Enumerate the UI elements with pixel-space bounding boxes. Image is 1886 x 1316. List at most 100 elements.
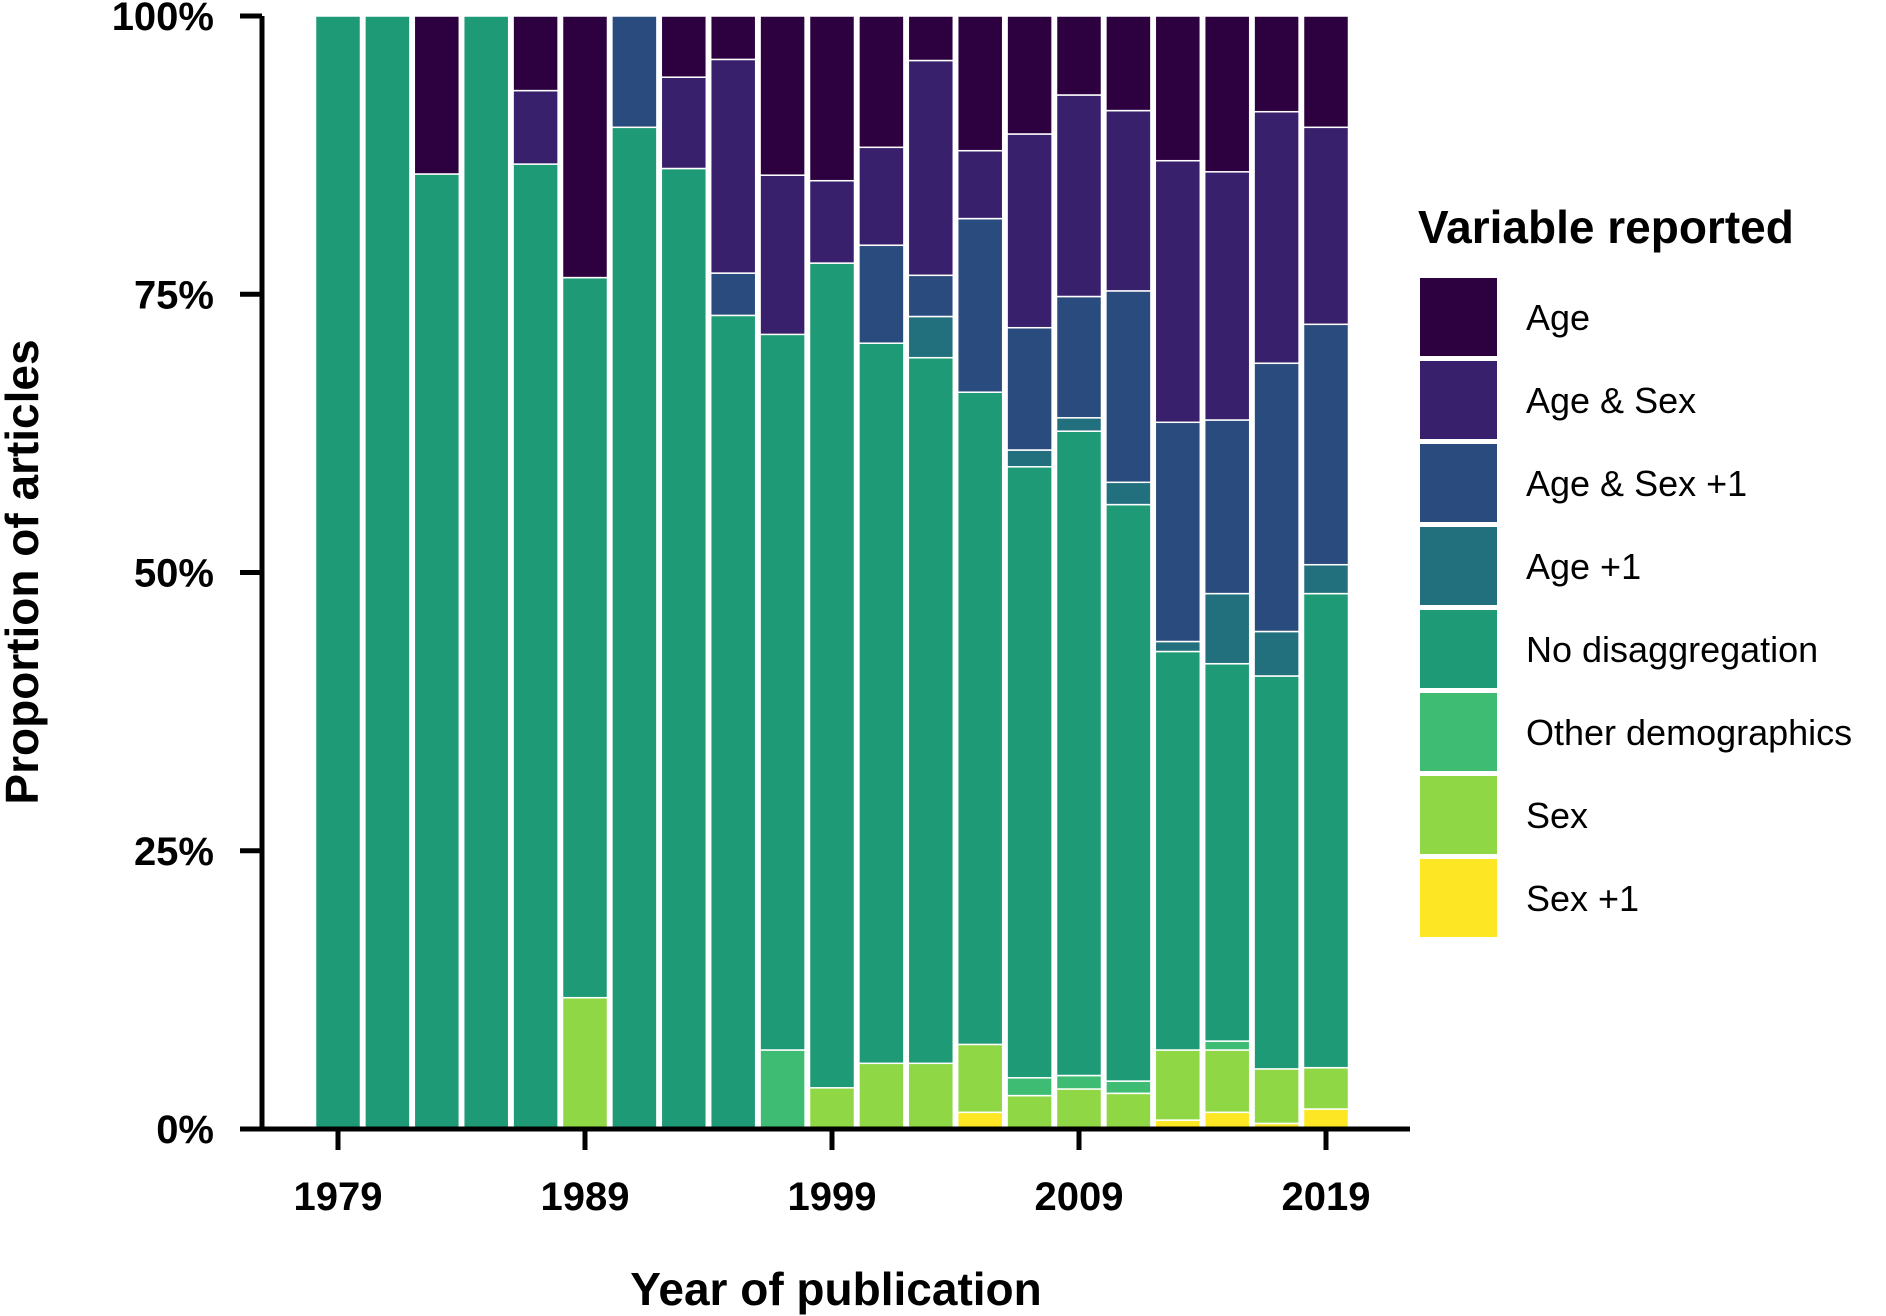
bar-segment-no-disaggregation-1979	[314, 15, 362, 1130]
bar-segment-no-disaggregation-2011	[1105, 503, 1152, 1082]
bar-segment-other-demographics-2015	[1203, 1040, 1251, 1051]
legend-label-no-disaggregation: No disaggregation	[1526, 629, 1818, 670]
bar-segment-age-sex-1997	[759, 174, 806, 336]
x-tick-label: 2009	[1035, 1175, 1124, 1219]
x-ticks: 1979 1989 1999 2009 2019	[294, 1129, 1371, 1219]
bar-segment-age-sex-1995	[709, 58, 757, 274]
bar-segment-other-demographics-1997	[759, 1049, 806, 1130]
legend-swatch-age-sex	[1420, 361, 1497, 439]
bar-segment-age-sex-2015	[1203, 171, 1251, 421]
bar-segment-age-sex-1-2017	[1253, 362, 1300, 633]
bar-segment-no-disaggregation-2001	[858, 342, 905, 1065]
bar-segment-no-disaggregation-1991	[611, 126, 658, 1130]
bar-segment-age-2007	[1006, 15, 1053, 135]
bar-segment-age-1987	[512, 15, 559, 92]
bar-segment-age-sex-1-2015	[1203, 419, 1251, 595]
bar-segment-age-sex-1-2003	[907, 274, 955, 318]
bar-segment-age-sex-1-1995	[709, 272, 757, 317]
bar-segment-age-sex-2005	[956, 149, 1004, 220]
bar-segment-no-disaggregation-1989	[561, 276, 609, 999]
legend-swatch-sex-1	[1420, 859, 1497, 937]
bar-segment-age-sex-1-1991	[611, 15, 658, 129]
bar-segment-sex-2001	[858, 1062, 905, 1130]
y-tick-label: 100%	[112, 0, 214, 39]
y-tick-label: 0%	[156, 1108, 214, 1152]
y-tick-label: 50%	[134, 552, 214, 596]
bar-segment-sex-2011	[1105, 1092, 1152, 1130]
bar-segment-age-1-2017	[1253, 630, 1300, 677]
bar-segment-age-1983	[413, 15, 461, 175]
bar-segment-no-disaggregation-2005	[956, 391, 1004, 1046]
bar-segment-age-1-2015	[1203, 592, 1251, 665]
legend-label-age: Age	[1526, 297, 1590, 338]
bar-segment-age-sex-1-2001	[858, 244, 905, 344]
legend: Variable reported Age Age & Sex Age & Sex …	[1418, 201, 1852, 937]
bar-segment-no-disaggregation-2015	[1203, 663, 1251, 1042]
bar-segment-no-disaggregation-1983	[413, 173, 461, 1130]
bar-segment-age-sex-1993	[660, 76, 708, 170]
bar-segment-sex-2017	[1253, 1068, 1300, 1125]
bar-segment-age-sex-1-2019	[1302, 323, 1350, 566]
bar-segment-age-1995	[709, 15, 757, 61]
bar-segment-age-2003	[907, 15, 955, 62]
bar-segment-age-1989	[561, 15, 609, 279]
bar-segment-sex-1989	[561, 996, 609, 1130]
bar-segment-age-sex-1987	[512, 89, 559, 165]
y-axis-title: Proportion of articles	[0, 339, 48, 804]
bar-segment-age-1-2011	[1105, 481, 1152, 506]
bar-segment-no-disaggregation-2017	[1253, 675, 1300, 1070]
bar-segment-age-1999	[808, 15, 856, 182]
bar-segment-age-sex-2011	[1105, 109, 1152, 292]
bar-segment-age-sex-1-2009	[1055, 295, 1103, 419]
bar-segment-sex-1-2015	[1203, 1111, 1251, 1130]
legend-swatch-other-demographics	[1420, 693, 1497, 771]
bar-segment-no-disaggregation-2019	[1302, 592, 1350, 1069]
x-tick-label: 1979	[294, 1175, 383, 1219]
bars-layer	[314, 15, 1350, 1130]
legend-label-sex: Sex	[1526, 795, 1588, 836]
x-tick-label: 2019	[1282, 1175, 1371, 1219]
bar-segment-age-sex-1-2013	[1154, 421, 1202, 643]
bar-segment-age-sex-2013	[1154, 159, 1202, 424]
bar-segment-age-sex-2019	[1302, 126, 1350, 326]
x-axis-title: Year of publication	[630, 1263, 1042, 1315]
legend-swatch-sex	[1420, 776, 1497, 854]
bar-segment-age-1997	[759, 15, 806, 176]
legend-label-sex-1: Sex +1	[1526, 878, 1639, 919]
legend-swatch-no-disaggregation	[1420, 610, 1497, 688]
bar-segment-age-sex-1-2011	[1105, 290, 1152, 484]
bar-segment-age-sex-2007	[1006, 133, 1053, 329]
y-ticks: 0% 25% 50% 75% 100%	[112, 0, 262, 1152]
legend-swatch-age-sex-1	[1420, 444, 1497, 522]
bar-segment-age-1-2009	[1055, 417, 1103, 432]
legend-label-other-demographics: Other demographics	[1526, 712, 1852, 753]
bar-segment-other-demographics-2011	[1105, 1080, 1152, 1095]
bar-segment-age-2011	[1105, 15, 1152, 112]
y-tick-label: 25%	[134, 830, 214, 874]
bar-segment-age-1993	[660, 15, 708, 78]
legend-swatch-age	[1420, 278, 1497, 356]
bar-segment-age-sex-2009	[1055, 94, 1103, 298]
bar-segment-age-2019	[1302, 15, 1350, 129]
bar-segment-age-2001	[858, 15, 905, 149]
bar-segment-age-sex-1-2005	[956, 217, 1004, 393]
bar-segment-no-disaggregation-2003	[907, 356, 955, 1065]
bar-segment-age-1-2007	[1006, 449, 1053, 468]
legend-swatch-age-1	[1420, 527, 1497, 605]
bar-segment-sex-1-2005	[956, 1111, 1004, 1130]
bar-segment-age-sex-2003	[907, 59, 955, 277]
bar-segment-age-1-2013	[1154, 640, 1202, 653]
bar-segment-age-1-2003	[907, 315, 955, 359]
bar-segment-no-disaggregation-1999	[808, 262, 856, 1089]
x-tick-label: 1999	[788, 1175, 877, 1219]
x-tick-label: 1989	[541, 1175, 630, 1219]
bar-segment-age-2015	[1203, 15, 1251, 173]
bar-segment-age-2013	[1154, 15, 1202, 162]
legend-title: Variable reported	[1418, 201, 1794, 253]
bar-segment-age-2009	[1055, 15, 1103, 96]
legend-label-age-sex: Age & Sex	[1526, 380, 1696, 421]
legend-label-age-1: Age +1	[1526, 546, 1641, 587]
bar-segment-no-disaggregation-1987	[512, 163, 559, 1130]
bar-segment-age-sex-2001	[858, 146, 905, 246]
